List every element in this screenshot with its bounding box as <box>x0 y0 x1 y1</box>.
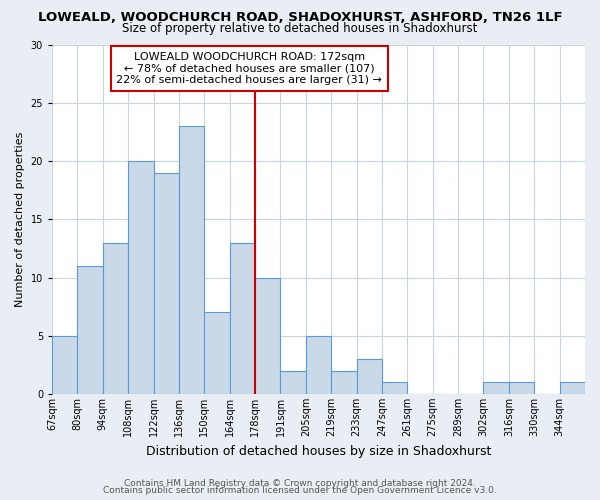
Bar <box>280 370 306 394</box>
Bar <box>77 266 103 394</box>
Text: Contains HM Land Registry data © Crown copyright and database right 2024.: Contains HM Land Registry data © Crown c… <box>124 478 476 488</box>
Bar <box>154 173 179 394</box>
Bar <box>179 126 205 394</box>
Bar <box>128 162 154 394</box>
Bar <box>331 370 356 394</box>
Bar <box>560 382 585 394</box>
Bar <box>205 312 230 394</box>
Bar <box>382 382 407 394</box>
Bar <box>306 336 331 394</box>
X-axis label: Distribution of detached houses by size in Shadoxhurst: Distribution of detached houses by size … <box>146 444 491 458</box>
Bar <box>230 242 255 394</box>
Bar <box>484 382 509 394</box>
Text: Contains public sector information licensed under the Open Government Licence v3: Contains public sector information licen… <box>103 486 497 495</box>
Bar <box>255 278 280 394</box>
Y-axis label: Number of detached properties: Number of detached properties <box>15 132 25 307</box>
Text: LOWEALD WOODCHURCH ROAD: 172sqm
← 78% of detached houses are smaller (107)
22% o: LOWEALD WOODCHURCH ROAD: 172sqm ← 78% of… <box>116 52 382 85</box>
Bar <box>356 359 382 394</box>
Bar <box>509 382 534 394</box>
Bar <box>103 242 128 394</box>
Text: Size of property relative to detached houses in Shadoxhurst: Size of property relative to detached ho… <box>122 22 478 35</box>
Text: LOWEALD, WOODCHURCH ROAD, SHADOXHURST, ASHFORD, TN26 1LF: LOWEALD, WOODCHURCH ROAD, SHADOXHURST, A… <box>38 11 562 24</box>
Bar <box>52 336 77 394</box>
